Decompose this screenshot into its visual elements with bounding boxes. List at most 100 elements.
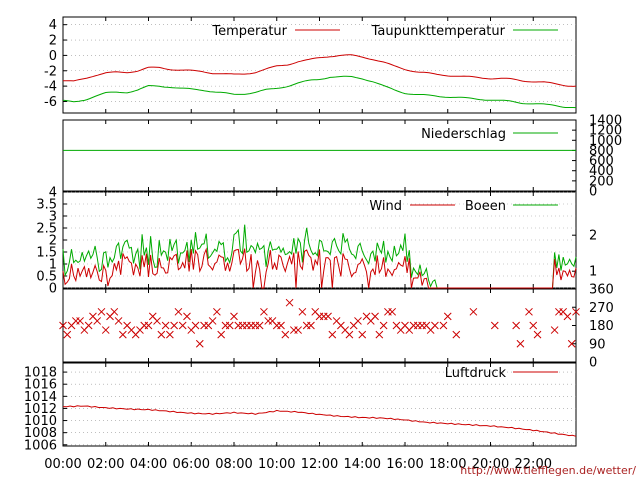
direction-marker [153,317,161,325]
direction-marker [572,307,580,316]
legend-label-wind: Wind [369,199,402,214]
direction-marker [63,330,72,339]
panel-wind-direction-frame [62,288,577,363]
direction-marker [208,317,217,325]
direction-marker [161,321,170,330]
panel-wind-ytick-right-label: 1 [589,265,597,280]
direction-marker [452,330,461,339]
direction-marker [490,321,499,330]
panel-wind-ytick-label: 0.5 [36,270,57,285]
direction-marker [516,339,525,348]
direction-marker [59,321,67,330]
direction-marker [118,330,127,339]
direction-marker [550,326,559,334]
panel-temperature-ytick-label: 0 [49,49,57,64]
panel-wind-ytick-label: 2 [49,234,57,249]
direction-marker [431,321,439,330]
direction-marker [183,312,191,321]
panel-pressure-ytick-label: 1014 [24,390,57,405]
panel-wind-direction-ytick-right-label: 90 [589,337,606,352]
series-line-taupunkttemperatur [62,75,577,109]
source-url: http://www.tiefflegen.de/wetter/ [460,464,636,477]
panel-precipitation-ytick-right-label: 1200 [589,124,622,139]
direction-marker [285,298,294,307]
direction-marker [388,307,397,316]
direction-marker [281,330,290,339]
direction-marker [217,330,226,339]
direction-marker [324,312,332,321]
panel-wind-direction-ytick-right-label: 360 [589,283,614,298]
direction-marker [529,321,538,330]
legend-label-temperatur: Temperatur [211,24,287,39]
chart-legends: Temperatur Taupunkttemperatur Niederschl… [211,24,558,381]
panel-temperature-ytick-label: -4 [44,80,57,95]
direction-marker [84,321,93,330]
direction-marker [174,307,183,316]
panel-temperature-ytick-label: 4 [49,18,57,33]
legend-label-taupunkttemperatur: Taupunkttemperatur [371,24,506,39]
panel-pressure-ytick-label: 1008 [24,426,57,441]
panel-wind-ytick-label: 3.5 [36,198,57,213]
x-tick-label-0000: 00:00 [44,457,81,472]
direction-marker [298,307,307,316]
direction-marker [144,321,153,330]
direction-marker [260,307,268,316]
x-axis-tick-labels: 00:00 02:00 04:00 06:00 08:00 10:00 12:00 14:00… [44,457,552,472]
panel-pressure-ytick-label: 1012 [24,402,57,417]
x-tick-label-1600: 16:00 [386,457,423,472]
direction-marker [533,330,542,339]
panel-wind-ytick-label: 0 [49,282,57,297]
x-tick-label-1000: 10:00 [258,457,295,472]
direction-marker [277,321,285,330]
direction-marker [371,312,379,321]
direction-marker [93,317,102,325]
direction-marker [307,321,315,330]
panel-precipitation-ytick-right-label: 200 [589,174,614,189]
direction-marker [157,330,166,339]
direction-marker [230,312,238,321]
panel-precipitation-ytick-right-label: 1400 [589,114,622,129]
panel-wind-direction-ytick-right-label: 180 [589,319,614,334]
direction-marker [101,326,110,334]
direction-marker [375,330,384,339]
x-tick-label-0800: 08:00 [215,457,252,472]
direction-marker [97,307,106,316]
panel-temperature-ytick-label: 2 [49,34,57,49]
panel-wind-ytick-label: 1.5 [36,246,57,261]
direction-marker [354,317,362,325]
panel-wind-ytick-label: 2.5 [36,222,57,237]
panel-pressure-ytick-label: 1016 [24,378,57,393]
x-tick-label-0400: 04:00 [130,457,167,472]
panel-wind-direction-ytick-right-label: 0 [589,356,597,371]
direction-marker [512,321,521,330]
panel-pressure-ytick-label: 1018 [24,366,57,381]
direction-marker [358,330,367,339]
direction-marker [195,339,204,348]
x-tick-label-2000: 20:00 [472,457,509,472]
panel-pressure-ytick-label: 1010 [24,414,57,429]
direction-marker [225,321,234,330]
direction-marker [178,321,187,330]
x-tick-label-1200: 12:00 [301,457,338,472]
x-tick-label-2200: 22:00 [515,457,552,472]
direction-marker [379,321,388,330]
direction-marker [469,307,478,316]
panel-wind-ytick-right-label: 2 [589,229,597,244]
panel-temperature-ytick-label: -2 [44,64,57,79]
legend-label-niederschlag: Niederschlag [421,127,506,142]
panel-precipitation-ytick-right-label: 1000 [589,134,622,149]
series-line-luftdruck [62,405,577,437]
x-tick-label-1800: 18:00 [429,457,466,472]
direction-marker [294,326,302,334]
direction-marker [76,317,84,325]
direction-marker [563,312,572,321]
panel-wind-direction-ytick-right-label: 270 [589,301,614,316]
direction-marker [345,330,354,339]
chart-panels: 420-2-4-6140012001000800600400200043.532… [24,16,622,453]
panel-temperature-ytick-label: -6 [44,95,57,110]
direction-marker [439,321,448,330]
panel-precipitation-ytick-right-label: 400 [589,164,614,179]
panel-precipitation-ytick-right-label: 0 [589,185,597,200]
x-tick-label-0200: 02:00 [87,457,124,472]
